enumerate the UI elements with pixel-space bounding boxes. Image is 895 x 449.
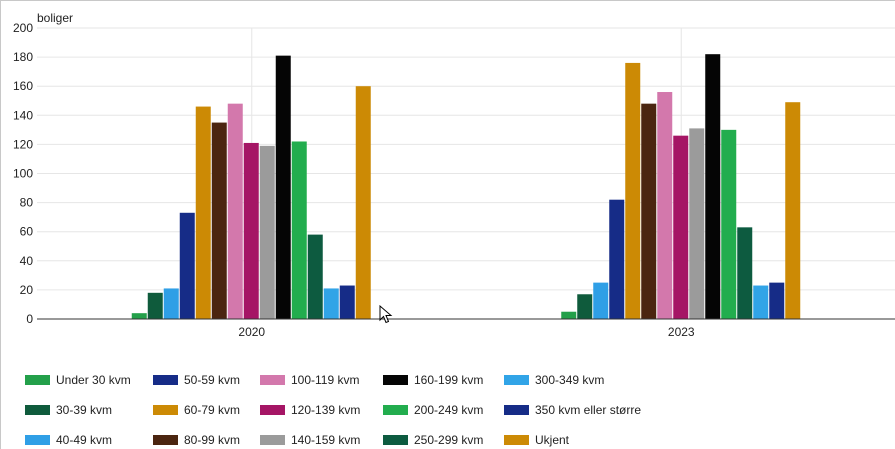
legend-swatch [153, 435, 178, 445]
legend-item[interactable]: 60-79 kvm [153, 401, 240, 419]
legend-swatch [153, 375, 178, 385]
legend-item[interactable]: 250-299 kvm [383, 431, 483, 449]
bar [340, 286, 355, 319]
bar [148, 293, 163, 319]
legend-label: 300-349 kvm [535, 373, 604, 387]
bar [561, 312, 576, 319]
bar [212, 123, 227, 319]
bar [673, 136, 688, 319]
legend-swatch [383, 375, 408, 385]
legend-item[interactable]: 50-59 kvm [153, 371, 240, 389]
legend-item[interactable]: 80-99 kvm [153, 431, 240, 449]
y-axis-label: boliger [37, 11, 73, 25]
legend-swatch [383, 405, 408, 415]
bar [356, 86, 371, 319]
legend-label: 120-139 kvm [291, 403, 360, 417]
y-tick-label: 200 [13, 21, 33, 35]
legend-swatch [25, 405, 50, 415]
legend-label: 100-119 kvm [291, 373, 359, 387]
bar [785, 102, 800, 319]
legend-swatch [260, 435, 285, 445]
bar [657, 92, 672, 319]
legend-label: 30-39 kvm [56, 403, 112, 417]
legend-label: 50-59 kvm [184, 373, 240, 387]
bar [260, 146, 275, 319]
bar [737, 227, 752, 319]
legend-item[interactable]: 40-49 kvm [25, 431, 112, 449]
bar [196, 107, 211, 319]
legend-swatch [25, 375, 50, 385]
legend-item[interactable]: 120-139 kvm [260, 401, 360, 419]
y-tick-label: 100 [13, 167, 33, 181]
legend-label: 80-99 kvm [184, 433, 240, 447]
y-axis: 0 20 40 60 80 100 120 140 160 180 200 [13, 21, 33, 326]
x-axis: 2020 2023 [37, 319, 895, 339]
legend-label: 160-199 kvm [414, 373, 483, 387]
legend-label: 60-79 kvm [184, 403, 240, 417]
y-tick-label: 140 [13, 108, 33, 122]
bars [132, 54, 801, 319]
legend-swatch [25, 435, 50, 445]
bar [164, 288, 179, 319]
bar [625, 63, 640, 319]
y-tick-label: 80 [20, 196, 34, 210]
legend-item[interactable]: Ukjent [504, 431, 569, 449]
bar [276, 56, 291, 319]
legend-swatch [383, 435, 408, 445]
bar [577, 294, 592, 319]
legend-item[interactable]: 200-249 kvm [383, 401, 483, 419]
y-tick-label: 0 [26, 312, 33, 326]
bar [228, 104, 243, 319]
bar [593, 283, 608, 319]
legend-label: 350 kvm eller større [535, 403, 641, 417]
bar [308, 235, 323, 319]
bar [132, 313, 147, 319]
legend-item[interactable]: 300-349 kvm [504, 371, 604, 389]
legend-label: Under 30 kvm [56, 373, 131, 387]
legend-label: 250-299 kvm [414, 433, 483, 447]
mouse-cursor-icon [379, 305, 393, 325]
bar [324, 288, 339, 319]
legend-swatch [504, 375, 529, 385]
legend-swatch [153, 405, 178, 415]
legend-item[interactable]: 350 kvm eller større [504, 401, 641, 419]
bar [721, 130, 736, 319]
bar [753, 286, 768, 319]
y-tick-label: 120 [13, 137, 33, 151]
bar [689, 128, 704, 319]
y-tick-label: 60 [20, 225, 34, 239]
y-tick-label: 40 [20, 254, 34, 268]
legend-swatch [260, 375, 285, 385]
x-tick-label: 2020 [238, 325, 265, 339]
y-tick-label: 160 [13, 79, 33, 93]
x-tick-label: 2023 [668, 325, 695, 339]
legend-label: 200-249 kvm [414, 403, 483, 417]
legend-item[interactable]: Under 30 kvm [25, 371, 131, 389]
legend-swatch [504, 405, 529, 415]
bar [244, 143, 259, 319]
legend-label: 40-49 kvm [56, 433, 112, 447]
gridlines [37, 28, 895, 319]
legend-item[interactable]: 140-159 kvm [260, 431, 360, 449]
bar [180, 213, 195, 319]
bar [609, 200, 624, 319]
legend-item[interactable]: 100-119 kvm [260, 371, 359, 389]
legend: Under 30 kvm 30-39 kvm 40-49 kvm 50-59 kvm 6… [1, 369, 895, 449]
legend-label: 140-159 kvm [291, 433, 360, 447]
legend-item[interactable]: 30-39 kvm [25, 401, 112, 419]
legend-item[interactable]: 160-199 kvm [383, 371, 483, 389]
bar [769, 283, 784, 319]
legend-label: Ukjent [535, 433, 569, 447]
y-tick-label: 20 [20, 283, 34, 297]
bar-chart: 0 20 40 60 80 100 120 140 160 180 200 2020 2023 bol… [1, 1, 895, 369]
y-tick-label: 180 [13, 50, 33, 64]
legend-swatch [260, 405, 285, 415]
bar [705, 54, 720, 319]
bar [292, 141, 307, 319]
bar [641, 104, 656, 319]
legend-swatch [504, 435, 529, 445]
